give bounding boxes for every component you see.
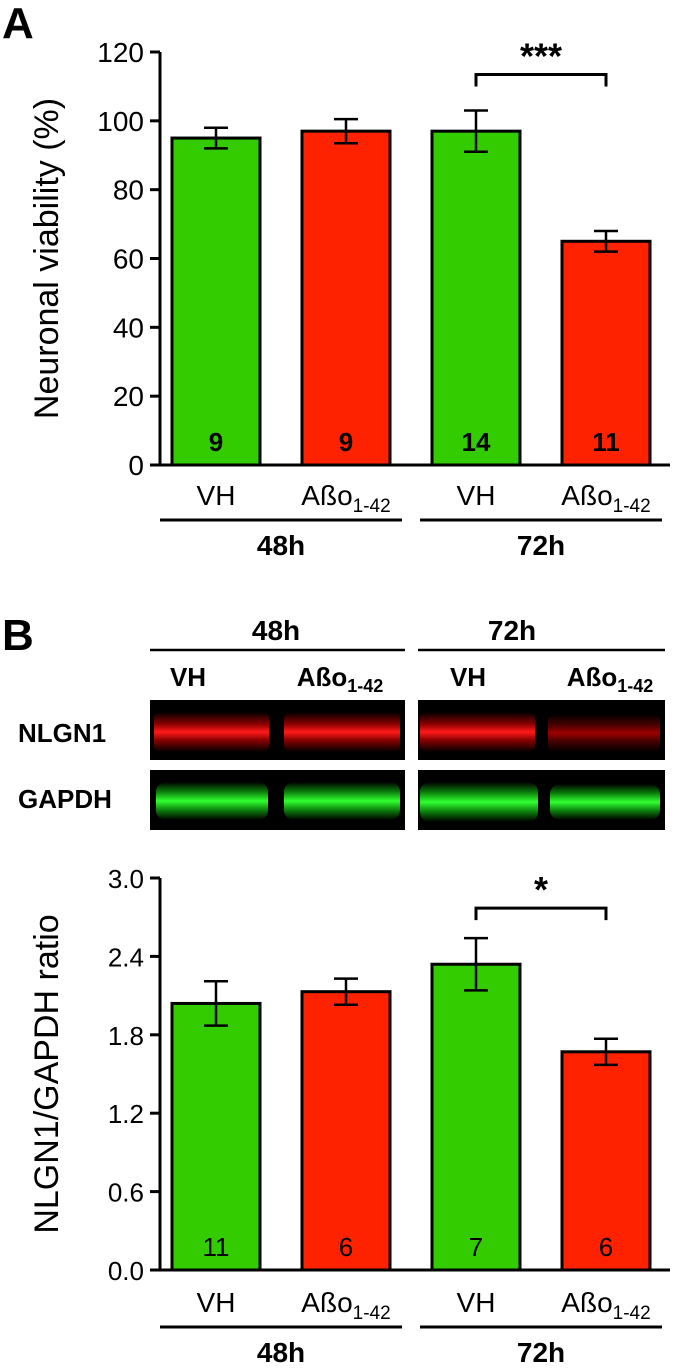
n-label-b-3: 6 [599, 1232, 613, 1262]
bar-b-1 [300, 990, 392, 1272]
significance-bracket-a [474, 73, 608, 87]
y-axis-label-a: Neuronal viability (%) [28, 98, 66, 419]
category-label-b-3: Aßo1-42 [561, 1287, 650, 1324]
y-tick-label-a-0: 0 [128, 450, 144, 481]
chart-b: 0.0 0.6 1.2 1.8 2.4 3.0 NLGN1/GAPDH ratio 11 VH 6… [28, 864, 670, 1368]
bar-a-0 [170, 136, 262, 467]
n-label-a-2: 14 [462, 427, 491, 457]
n-label-a-3: 11 [592, 427, 620, 457]
blot-lane-label-vh-72h: VH [450, 662, 486, 692]
category-label-b-0: VH [197, 1287, 236, 1318]
blot-lane-label-abo-48h: Aßo1-42 [297, 662, 384, 696]
category-label-a-3: Aßo1-42 [561, 480, 650, 517]
blot-nlgn1-band-abo-48h [284, 712, 400, 752]
y-tick-label-a-3: 60 [113, 244, 144, 275]
blot-lane-label-vh-48h: VH [170, 662, 206, 692]
y-tick-label-b-3: 1.8 [108, 1021, 144, 1051]
category-label-a-2: VH [457, 480, 496, 511]
blot-row-label-gapdh: GAPDH [18, 784, 112, 814]
y-tick-label-a-6: 120 [97, 37, 144, 68]
group-label-a-1: 72h [517, 530, 565, 561]
chart-a: 0 20 40 60 80 100 120 Neuronal viability (%) 9 VH… [28, 36, 670, 561]
y-tick-label-a-4: 80 [113, 175, 144, 206]
bar-b-0 [170, 1001, 262, 1272]
blot-gapdh-band-vh-48h [156, 782, 268, 820]
group-label-b-1: 72h [517, 1337, 565, 1368]
blot-lane-label-abo-72h: Aßo1-42 [567, 662, 654, 696]
y-axis-label-b: NLGN1/GAPDH ratio [28, 914, 66, 1233]
group-label-b-0: 48h [257, 1337, 305, 1368]
category-label-b-2: VH [457, 1287, 496, 1318]
category-label-a-1: Aßo1-42 [301, 480, 390, 517]
significance-label-a: *** [520, 36, 562, 77]
y-tick-label-b-2: 1.2 [108, 1099, 144, 1129]
y-tick-label-b-1: 0.6 [108, 1178, 144, 1208]
blot-gapdh-band-vh-72h [420, 782, 538, 822]
blot-nlgn1-band-abo-72h [548, 714, 660, 752]
blot-nlgn1-band-vh-72h [420, 712, 535, 752]
bar-b-2 [430, 962, 522, 1272]
significance-bracket-b [474, 906, 608, 921]
panel-label-b: B [2, 611, 34, 660]
n-label-a-0: 9 [209, 427, 223, 457]
n-label-a-1: 9 [339, 427, 353, 457]
blot-group-label-48h: 48h [252, 615, 300, 646]
bar-a-1 [300, 129, 392, 467]
y-tick-label-a-1: 20 [113, 381, 144, 412]
blot-nlgn1-band-vh-48h [154, 712, 269, 752]
group-label-a-0: 48h [257, 530, 305, 561]
blot-row-label-nlgn1: NLGN1 [18, 718, 106, 748]
panel-label-a: A [2, 0, 34, 48]
n-label-b-0: 11 [203, 1232, 230, 1262]
y-tick-label-a-5: 100 [97, 106, 144, 137]
western-blot: 48h 72h VH Aßo1-42 VH Aßo1-42 NLGN1 GAPD… [18, 615, 665, 830]
y-tick-label-b-5: 3.0 [108, 864, 144, 894]
blot-gapdh-band-abo-72h [550, 784, 660, 820]
blot-group-label-72h: 72h [488, 615, 536, 646]
y-tick-label-b-4: 2.4 [108, 942, 144, 972]
n-label-b-1: 6 [339, 1232, 353, 1262]
y-tick-label-b-0: 0.0 [108, 1256, 144, 1286]
y-tick-label-a-2: 40 [113, 312, 144, 343]
blot-gapdh-band-abo-48h [284, 782, 400, 820]
significance-label-b: * [534, 869, 548, 910]
bar-a-2 [430, 129, 522, 467]
n-label-b-2: 7 [469, 1232, 483, 1262]
category-label-b-1: Aßo1-42 [301, 1287, 390, 1324]
category-label-a-0: VH [197, 480, 236, 511]
